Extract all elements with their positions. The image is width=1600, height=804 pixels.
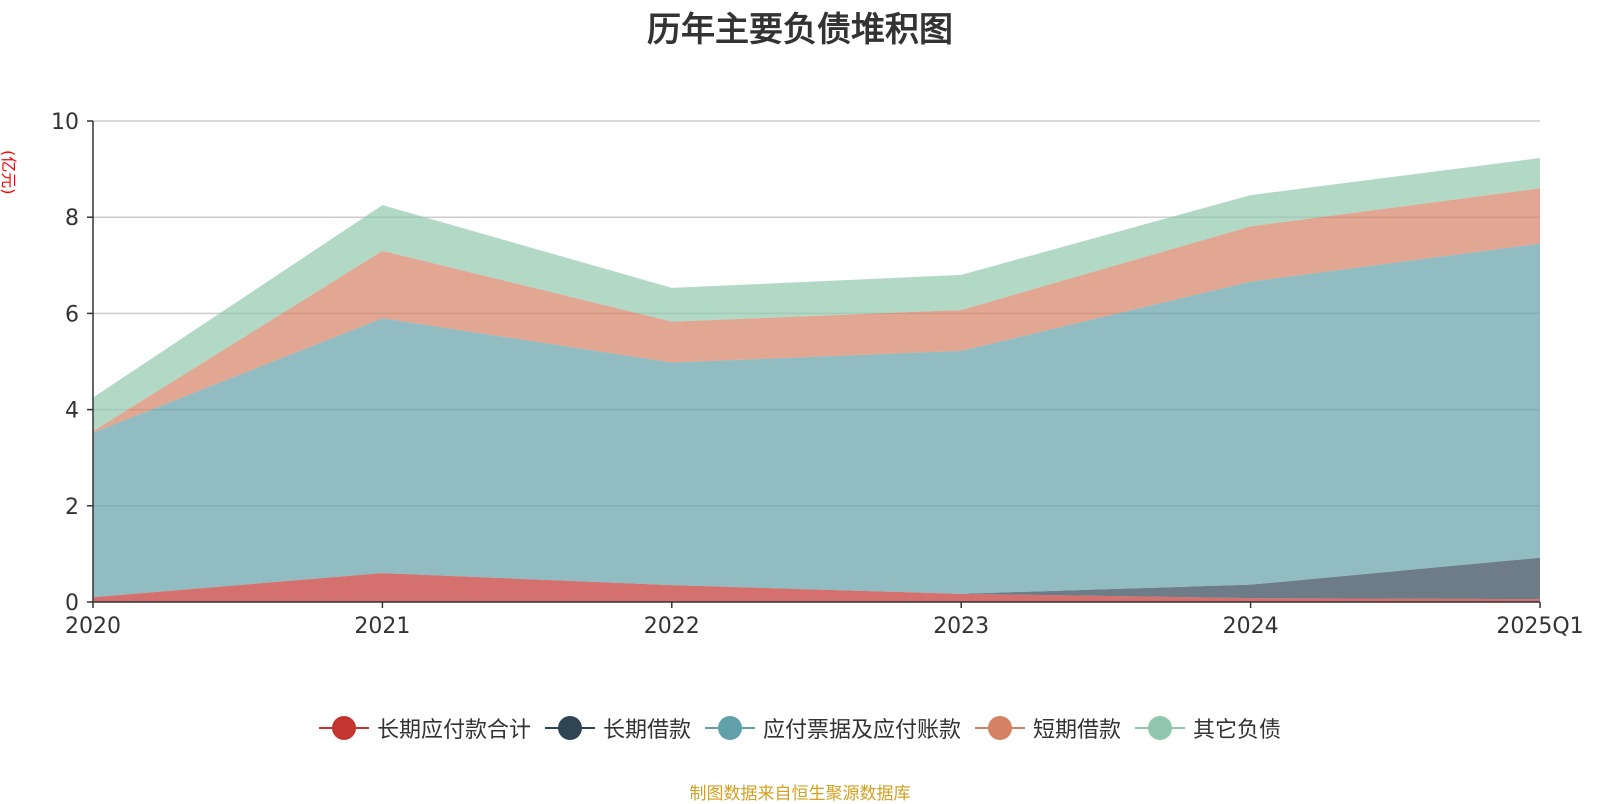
legend-dot: [717, 716, 742, 740]
data-source-footer: 制图数据来自恒生聚源数据库: [689, 784, 911, 804]
legend-item-2[interactable]: 应付票据及应付账款: [704, 712, 961, 744]
y-tick-label: 8: [65, 206, 79, 231]
x-tick-label: 2023: [933, 614, 989, 639]
area-series-3: [93, 188, 1540, 433]
area-series-0: [93, 573, 1540, 602]
legend-marker-icon: [318, 715, 369, 741]
y-tick-label: 6: [65, 302, 79, 327]
legend-dot: [988, 716, 1012, 740]
x-tick-label: 2020: [65, 614, 121, 639]
x-tick-label: 2022: [644, 614, 700, 639]
legend-marker-icon: [704, 715, 755, 741]
legend-dot: [331, 716, 356, 740]
y-tick-label: 10: [51, 110, 79, 135]
legend-label: 长期应付款合计: [376, 718, 531, 743]
legend: 长期应付款合计 长期借款 应付票据及应付账款 短期借款 其它负债: [0, 712, 1600, 744]
legend-dot: [1148, 716, 1173, 740]
legend-label: 应付票据及应付账款: [762, 718, 961, 743]
y-tick-label: 4: [65, 399, 79, 424]
x-tick-label: 2021: [354, 614, 410, 639]
area-series-1: [93, 557, 1540, 600]
legend-item-3[interactable]: 短期借款: [975, 712, 1121, 744]
legend-item-4[interactable]: 其它负债: [1135, 712, 1281, 744]
legend-marker-icon: [544, 715, 595, 741]
x-tick-label: 2025Q1: [1496, 614, 1583, 639]
area-layer: [93, 158, 1540, 602]
legend-label: 短期借款: [1033, 718, 1122, 743]
legend-marker-icon: [1135, 715, 1186, 741]
legend-marker-icon: [975, 715, 1025, 741]
area-series-4: [93, 158, 1540, 432]
legend-dot: [557, 716, 582, 740]
legend-item-0[interactable]: 长期应付款合计: [318, 712, 531, 744]
y-tick-label: 2: [65, 495, 79, 520]
axes: 0 2 4 6 8 10 2020 2021 2022 2023 2024 2025Q1: [51, 110, 1584, 639]
area-series-2: [93, 243, 1540, 598]
legend-item-1[interactable]: 长期借款: [544, 712, 691, 744]
legend-label: 其它负债: [1193, 718, 1282, 743]
y-tick-label: 0: [65, 591, 79, 616]
legend-label: 长期借款: [602, 718, 691, 743]
chart-title: 历年主要负债堆积图: [647, 10, 953, 50]
x-tick-label: 2024: [1223, 614, 1279, 639]
